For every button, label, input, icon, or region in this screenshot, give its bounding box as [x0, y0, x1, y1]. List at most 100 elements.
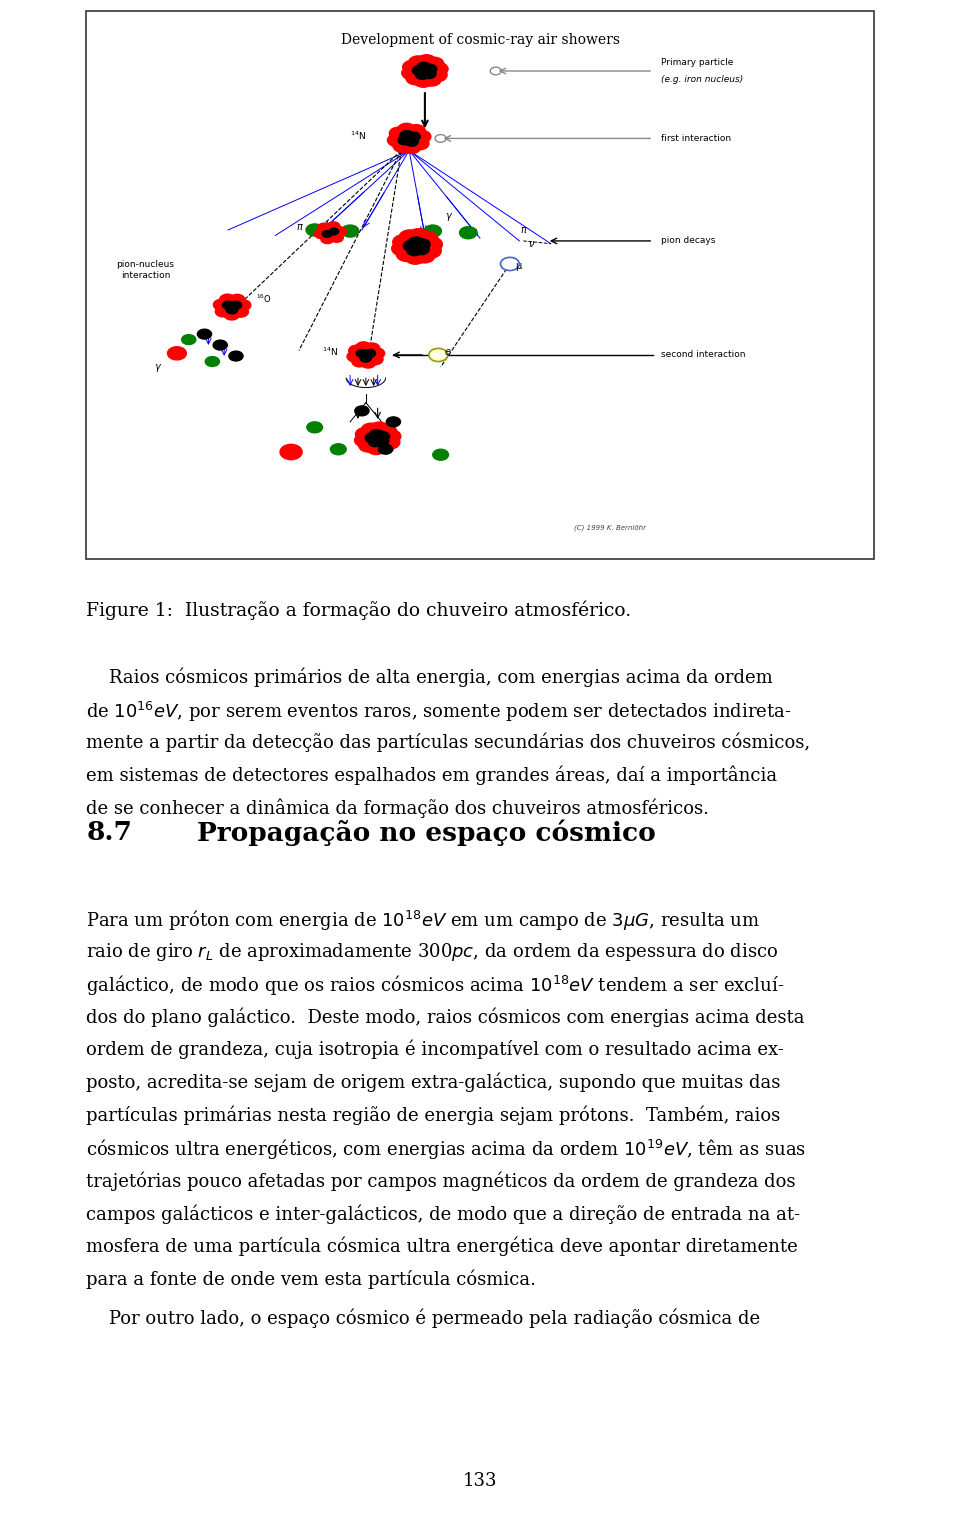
Text: π: π	[296, 223, 301, 232]
Circle shape	[213, 341, 228, 350]
Circle shape	[408, 229, 429, 243]
Circle shape	[378, 444, 393, 454]
Circle shape	[422, 73, 442, 86]
Circle shape	[333, 228, 347, 237]
Text: de $10^{16}eV$, por serem eventos raros, somente podem ser detectados indireta-: de $10^{16}eV$, por serem eventos raros,…	[86, 699, 792, 724]
Circle shape	[367, 441, 386, 455]
Circle shape	[401, 66, 420, 79]
Circle shape	[364, 350, 375, 357]
Text: de se conhecer a dinâmica da formação dos chuveiros atmosféricos.: de se conhecer a dinâmica da formação do…	[86, 799, 709, 818]
Text: trajetórias pouco afetadas por campos magnéticos da ordem de grandeza dos: trajetórias pouco afetadas por campos ma…	[86, 1171, 796, 1191]
Circle shape	[433, 449, 448, 460]
Text: mosfera de uma partícula cósmica ultra energética deve apontar diretamente: mosfera de uma partícula cósmica ultra e…	[86, 1237, 798, 1257]
Text: Propagação no espaço cósmico: Propagação no espaço cósmico	[197, 820, 656, 846]
Circle shape	[364, 344, 380, 354]
Circle shape	[348, 351, 363, 362]
Text: γ: γ	[155, 362, 160, 373]
Circle shape	[435, 134, 446, 142]
Circle shape	[417, 232, 438, 246]
Circle shape	[403, 61, 421, 73]
Circle shape	[181, 334, 196, 345]
Circle shape	[368, 354, 383, 365]
Text: ordem de grandeza, cuja isotropia é incompatível com o resultado acima ex-: ordem de grandeza, cuja isotropia é inco…	[86, 1040, 784, 1060]
Text: γ: γ	[445, 211, 451, 221]
Circle shape	[429, 63, 448, 76]
Text: raio de giro $r_L$ de aproximadamente 300$pc$, da ordem da espessura do disco: raio de giro $r_L$ de aproximadamente 30…	[86, 941, 779, 964]
Circle shape	[417, 55, 436, 69]
Circle shape	[369, 437, 382, 447]
Text: $^{16}$O: $^{16}$O	[255, 292, 272, 305]
Circle shape	[491, 67, 501, 75]
Text: (C) 1999 K. Bernlöhr: (C) 1999 K. Bernlöhr	[574, 525, 646, 531]
Circle shape	[406, 72, 425, 86]
Circle shape	[400, 131, 413, 140]
Circle shape	[228, 351, 243, 360]
Text: Primary particle: Primary particle	[661, 58, 733, 67]
Circle shape	[415, 240, 430, 250]
Circle shape	[318, 223, 330, 232]
Circle shape	[342, 224, 359, 237]
Circle shape	[167, 347, 186, 360]
Circle shape	[381, 435, 399, 449]
Text: dos do plano galáctico.  Deste modo, raios cósmicos com energias acima desta: dos do plano galáctico. Deste modo, raio…	[86, 1008, 804, 1026]
Circle shape	[355, 406, 369, 415]
Text: pion-nucleus
interaction: pion-nucleus interaction	[116, 260, 175, 279]
Circle shape	[235, 299, 251, 310]
Text: first interaction: first interaction	[661, 134, 732, 144]
Text: μ: μ	[516, 261, 521, 270]
Circle shape	[307, 421, 323, 432]
Text: Figure 1:  Ilustração a formação do chuveiro atmosférico.: Figure 1: Ilustração a formação do chuve…	[86, 600, 632, 620]
Circle shape	[421, 69, 436, 78]
Circle shape	[361, 423, 380, 437]
Circle shape	[414, 244, 429, 255]
Text: partículas primárias nesta região de energia sejam prótons.  Também, raios: partículas primárias nesta região de ene…	[86, 1106, 780, 1125]
Circle shape	[348, 345, 364, 356]
Circle shape	[230, 301, 242, 308]
Text: para a fonte de onde vem esta partícula cósmica.: para a fonte de onde vem esta partícula …	[86, 1269, 537, 1289]
Circle shape	[500, 258, 519, 270]
Circle shape	[397, 124, 416, 136]
Text: mente a partir da detecção das partículas secundárias dos chuveiros cósmicos,: mente a partir da detecção das partícula…	[86, 733, 810, 753]
Circle shape	[198, 330, 211, 339]
Circle shape	[409, 56, 427, 69]
Text: cósmicos ultra energéticos, com energias acima da ordem $10^{19}eV$, têm as suas: cósmicos ultra energéticos, com energias…	[86, 1138, 806, 1162]
Circle shape	[375, 432, 390, 441]
Circle shape	[414, 73, 433, 87]
Text: campos galácticos e inter-galácticos, de modo que a direção de entrada na at-: campos galácticos e inter-galácticos, de…	[86, 1203, 801, 1223]
Circle shape	[323, 231, 332, 237]
Circle shape	[377, 425, 396, 438]
Circle shape	[403, 240, 419, 252]
Circle shape	[393, 235, 414, 249]
Circle shape	[407, 131, 420, 142]
Text: 133: 133	[463, 1472, 497, 1490]
Circle shape	[424, 224, 442, 237]
Text: galáctico, de modo que os raios cósmicos acima $10^{18}eV$ tendem a ser excluí-: galáctico, de modo que os raios cósmicos…	[86, 974, 784, 999]
Circle shape	[382, 429, 401, 443]
Text: em sistemas de detectores espalhados em grandes áreas, daí a importância: em sistemas de detectores espalhados em …	[86, 767, 778, 785]
Circle shape	[369, 348, 385, 359]
Circle shape	[355, 428, 374, 441]
Circle shape	[413, 130, 431, 144]
Circle shape	[326, 221, 340, 231]
Text: Para um próton com energia de $10^{18}eV$ em um campo de $3\mu G$, resulta um: Para um próton com energia de $10^{18}eV…	[86, 909, 760, 933]
Circle shape	[360, 357, 376, 368]
Circle shape	[460, 226, 477, 238]
Circle shape	[420, 243, 442, 258]
Circle shape	[365, 432, 379, 443]
Circle shape	[223, 301, 234, 308]
Text: $^{14}$N: $^{14}$N	[323, 345, 338, 357]
Circle shape	[359, 438, 378, 452]
Circle shape	[229, 295, 245, 305]
Circle shape	[407, 125, 425, 137]
Circle shape	[329, 228, 339, 235]
Circle shape	[356, 350, 368, 357]
Circle shape	[407, 244, 422, 255]
Circle shape	[393, 139, 411, 153]
Circle shape	[399, 231, 420, 244]
Circle shape	[215, 305, 230, 318]
Circle shape	[429, 348, 447, 362]
Circle shape	[374, 437, 389, 446]
Circle shape	[417, 63, 431, 72]
Circle shape	[411, 137, 429, 150]
Circle shape	[388, 134, 405, 147]
